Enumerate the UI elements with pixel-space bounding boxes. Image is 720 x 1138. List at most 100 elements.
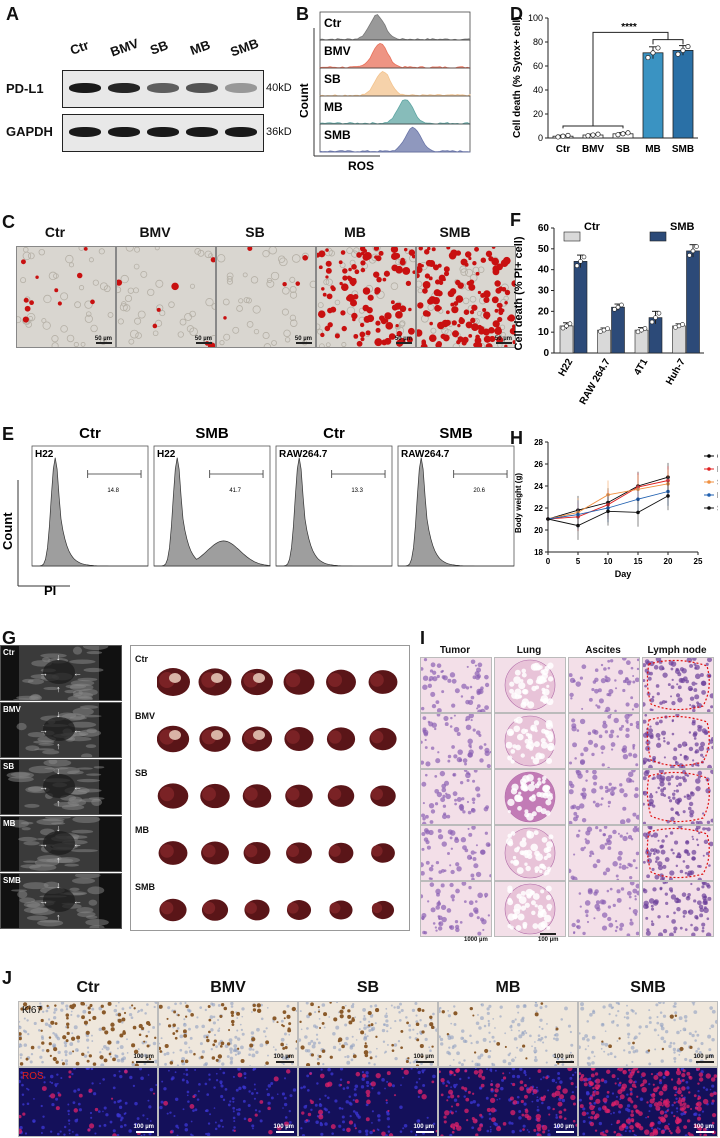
dapi-nucleus [67, 1113, 70, 1116]
ros-signal [652, 1083, 655, 1086]
nucleus [179, 1048, 183, 1052]
dapi-nucleus [615, 1095, 618, 1098]
nucleus [374, 1055, 378, 1058]
nucleus [374, 1004, 378, 1008]
lymph-node-outline [646, 771, 710, 823]
nucleus [643, 761, 646, 765]
dead-cell [434, 279, 441, 285]
nucleus [451, 678, 457, 684]
nucleus [608, 922, 614, 928]
nucleus [478, 1026, 482, 1030]
dapi-nucleus [283, 1077, 287, 1080]
ros-signal [579, 1072, 582, 1076]
dapi-nucleus [327, 1068, 331, 1072]
cell [22, 247, 29, 253]
nucleus [45, 1009, 49, 1013]
nucleus [652, 900, 659, 906]
ki67-positive [265, 1040, 270, 1045]
dead-cell [363, 251, 372, 260]
dapi-nucleus [626, 1104, 631, 1108]
ki67-positive [276, 1021, 279, 1024]
alveolus [517, 913, 525, 921]
nucleus [369, 1005, 373, 1008]
dead-cell [383, 270, 390, 277]
ros-signal [682, 1069, 686, 1073]
nucleus [359, 1020, 362, 1024]
nucleus [655, 1003, 659, 1007]
nucleus [643, 776, 647, 781]
nucleus [514, 1018, 517, 1021]
ki67-positive [375, 1035, 378, 1038]
nucleus [647, 759, 651, 763]
flow-cell-line: RAW264.7 [401, 449, 450, 460]
ros-signal [536, 1117, 541, 1122]
dapi-nucleus [624, 1130, 627, 1133]
nucleus [487, 1055, 491, 1059]
nucleus [475, 1021, 480, 1026]
dead-cell [391, 304, 398, 311]
tumor-region [43, 888, 75, 912]
nucleus [259, 1043, 264, 1048]
nucleus [41, 1060, 44, 1064]
nucleus [435, 1028, 437, 1032]
lane-label-ctr: Ctr [68, 37, 91, 58]
dapi-nucleus [709, 1124, 713, 1127]
nucleus [625, 702, 630, 707]
dead-cell [504, 300, 508, 305]
dapi-nucleus [498, 1097, 501, 1100]
ros-signal [537, 1069, 542, 1074]
dapi-nucleus [417, 1126, 420, 1129]
nucleus [626, 933, 631, 936]
dapi-nucleus [523, 1102, 527, 1106]
scale-label: 100 µm [538, 937, 559, 943]
nucleus [694, 914, 699, 919]
dead-cell [468, 256, 472, 261]
dapi-nucleus [181, 1078, 185, 1082]
dapi-nucleus [384, 1087, 386, 1090]
nucleus [447, 852, 450, 855]
dapi-nucleus [598, 1121, 603, 1126]
nucleus [467, 738, 473, 744]
nucleus [600, 1022, 605, 1027]
nucleus [546, 1023, 548, 1025]
nucleus [695, 820, 699, 824]
nucleus [655, 721, 659, 726]
dead-cell [382, 277, 387, 282]
nucleus [386, 1043, 389, 1046]
nucleus [154, 1059, 157, 1064]
nucleus [578, 892, 582, 895]
ros-signal [417, 1089, 423, 1095]
nucleus [159, 1042, 161, 1045]
nucleus [424, 773, 428, 777]
nucleus [159, 1022, 161, 1026]
nucleus [677, 826, 683, 829]
dapi-nucleus [42, 1115, 45, 1118]
liver-row [157, 725, 397, 753]
liver-specimen [158, 841, 188, 865]
nucleus [575, 681, 582, 687]
ultrasound-ctr: Ctr → ← ↓ ↑ [0, 645, 122, 701]
liver-lobe [287, 902, 299, 914]
he-tile [420, 881, 492, 937]
nucleus [592, 770, 597, 775]
nucleus [427, 900, 430, 903]
scale-label: 100 µm [553, 1054, 574, 1060]
ros-signal [112, 1133, 117, 1136]
ros-signal [649, 1121, 655, 1127]
dapi-nucleus [387, 1130, 391, 1133]
nucleus [471, 826, 476, 830]
ros-signal [372, 1129, 376, 1132]
dapi-nucleus [217, 1124, 221, 1128]
ros-signal [631, 1129, 635, 1133]
nucleus [461, 1029, 465, 1033]
nucleus [572, 742, 578, 748]
pi-histogram [154, 457, 271, 567]
dead-cell [431, 247, 436, 252]
liver-specimen [371, 900, 395, 920]
nucleus [434, 727, 437, 731]
ros-signal [583, 1082, 588, 1087]
ros-signal [567, 1068, 573, 1072]
nucleus [569, 677, 576, 683]
nucleus [421, 847, 425, 851]
alveolus [543, 855, 548, 861]
